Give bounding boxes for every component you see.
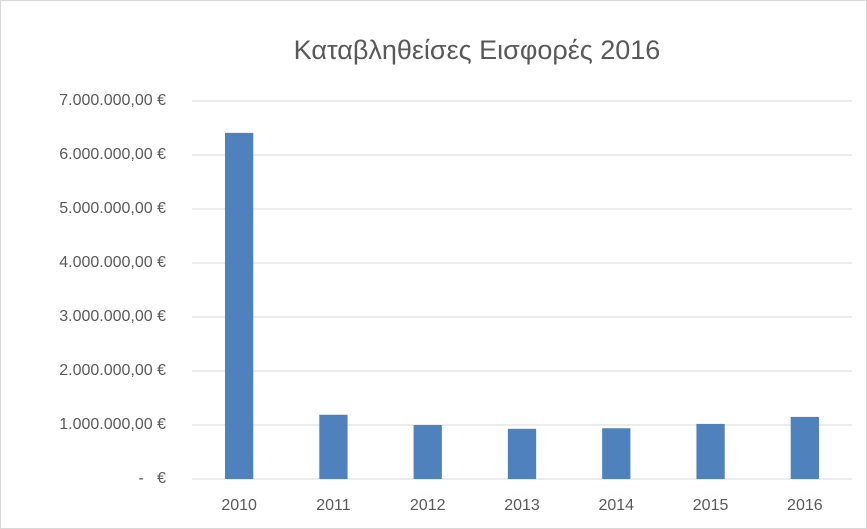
bar bbox=[413, 425, 442, 479]
y-tick-label: 2.000.000,00 € bbox=[59, 362, 166, 379]
x-tick-label: 2012 bbox=[410, 497, 446, 514]
y-tick-label: 1.000.000,00 € bbox=[59, 416, 166, 433]
x-tick-label: 2010 bbox=[221, 497, 257, 514]
x-tick-label: 2014 bbox=[598, 497, 634, 514]
bar bbox=[507, 428, 537, 479]
bar bbox=[319, 414, 348, 479]
y-tick-label: 3.000.000,00 € bbox=[59, 308, 166, 325]
x-tick-label: 2016 bbox=[787, 497, 823, 514]
chart-title: Καταβληθείσες Εισφορές 2016 bbox=[294, 35, 661, 65]
y-tick-label: 5.000.000,00 € bbox=[59, 200, 166, 217]
y-tick-label: 7.000.000,00 € bbox=[59, 92, 166, 109]
x-tick-label: 2015 bbox=[693, 497, 729, 514]
bar bbox=[790, 416, 819, 479]
bar bbox=[225, 132, 254, 480]
y-tick-label: 6.000.000,00 € bbox=[59, 146, 166, 163]
y-tick-label: - € bbox=[138, 470, 166, 487]
bar bbox=[696, 423, 725, 479]
x-tick-label: 2011 bbox=[316, 497, 351, 514]
bar bbox=[602, 428, 631, 479]
y-tick-label: 4.000.000,00 € bbox=[59, 254, 166, 271]
x-tick-label: 2013 bbox=[504, 497, 540, 514]
